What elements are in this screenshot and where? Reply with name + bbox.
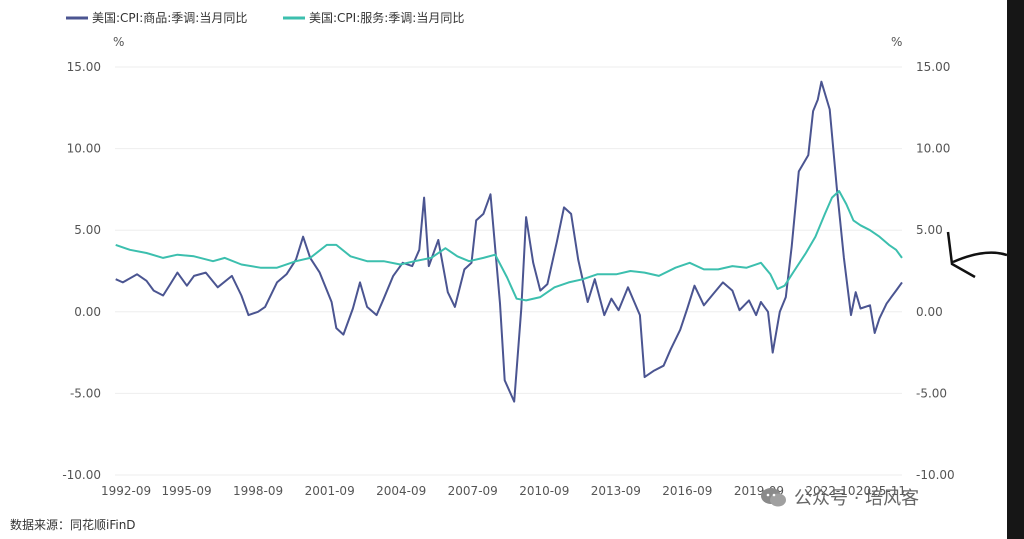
x-tick-label: 2007-09 (448, 484, 498, 498)
x-tick-label: 1992-09 (101, 484, 151, 498)
x-tick-label: 2001-09 (305, 484, 355, 498)
right-y-axis: 15.00 10.00 5.00 0.00 -5.00 -10.00 (916, 60, 955, 482)
y-tick-label-left: 15.00 (67, 60, 101, 74)
x-tick-label: 1995-09 (161, 484, 211, 498)
watermark-text: 公众号 · 培风客 (794, 488, 920, 509)
y-tick-label-right: 10.00 (916, 142, 950, 156)
left-y-axis: 15.00 10.00 5.00 0.00 -5.00 -10.00 (62, 60, 101, 482)
y-tick-label-left: 5.00 (74, 223, 101, 237)
y-tick-label-right: 5.00 (916, 223, 943, 237)
x-tick-label: 2016-09 (662, 484, 712, 498)
watermark: 公众号 · 培风客 (760, 484, 919, 510)
y-tick-label-left: 10.00 (67, 142, 101, 156)
x-tick-label: 2013-09 (591, 484, 641, 498)
y-tick-label-left: -5.00 (70, 386, 101, 400)
wechat-icon (761, 488, 786, 507)
x-tick-label: 2004-09 (376, 484, 426, 498)
y-tick-label-right: -5.00 (916, 386, 947, 400)
legend: 美国:CPI:商品:季调:当月同比 美国:CPI:服务:季调:当月同比 (66, 10, 464, 25)
plot-series (115, 80, 903, 403)
series-line-services[interactable] (115, 190, 903, 302)
window-edge (1007, 0, 1024, 539)
right-axis-unit: % (891, 35, 902, 49)
legend-label-services[interactable]: 美国:CPI:服务:季调:当月同比 (309, 10, 464, 25)
left-axis-unit: % (113, 35, 124, 49)
data-source: 数据来源：同花顺iFinD (10, 518, 136, 532)
legend-label-goods[interactable]: 美国:CPI:商品:季调:当月同比 (92, 10, 247, 25)
x-tick-label: 1998-09 (233, 484, 283, 498)
y-tick-label-left: 0.00 (74, 305, 101, 319)
y-tick-label-left: -10.00 (62, 468, 101, 482)
y-tick-label-right: 0.00 (916, 305, 943, 319)
y-tick-label-right: 15.00 (916, 60, 950, 74)
x-tick-label: 2010-09 (519, 484, 569, 498)
x-tick-label: 2025-11 (856, 484, 906, 498)
hand-drawn-annotation (946, 231, 1007, 279)
gridlines (115, 66, 902, 476)
series-line-goods[interactable] (115, 80, 903, 403)
y-tick-label-right: -10.00 (916, 468, 955, 482)
x-tick-label: 2022-10 (805, 484, 855, 498)
